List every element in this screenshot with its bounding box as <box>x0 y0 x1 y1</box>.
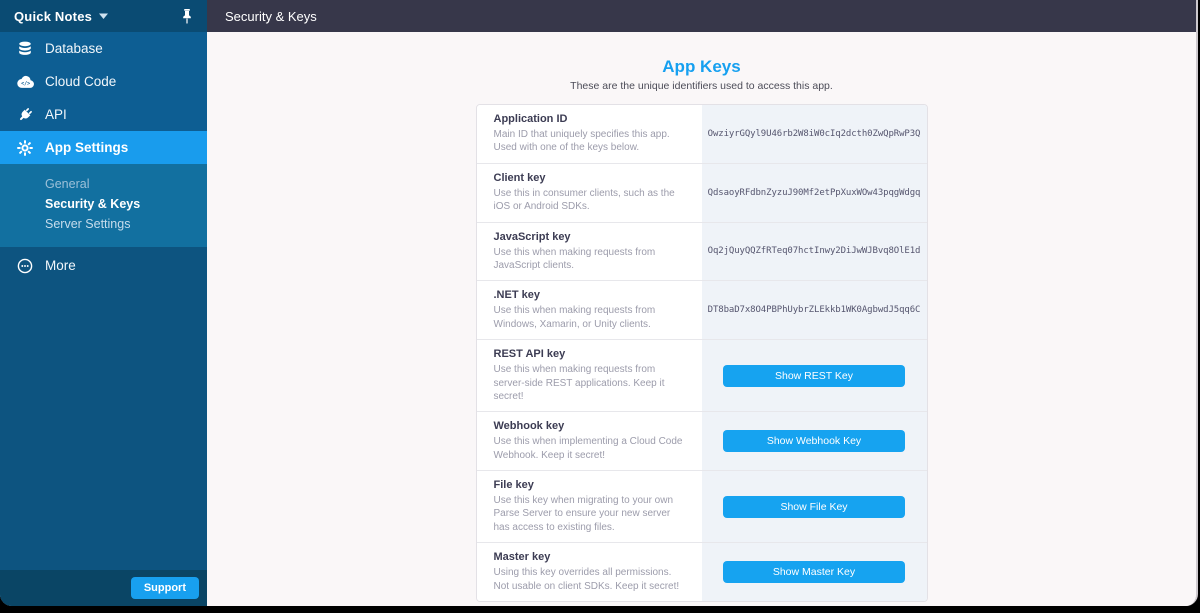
sidebar-nav: Database </> Cloud Code <box>0 32 207 164</box>
subnav-item-general[interactable]: General <box>45 177 90 191</box>
key-description: Use this when implementing a Cloud Code … <box>493 436 683 461</box>
pin-icon[interactable] <box>181 8 193 24</box>
show-master-key-button[interactable]: Show Master Key <box>723 561 905 584</box>
sidebar-item-label: App Settings <box>45 140 129 155</box>
key-row-javascript-key: JavaScript key Use this when making requ… <box>476 221 927 281</box>
sidebar-item-label: Database <box>45 41 103 56</box>
app-settings-subnav: General Security & Keys Server Settings <box>0 164 207 247</box>
main-content: App Keys These are the unique identifier… <box>207 32 1196 606</box>
key-row-dotnet-key: .NET key Use this when making requests f… <box>476 280 927 340</box>
sidebar-item-label: Cloud Code <box>45 74 117 89</box>
key-description: Using this key overrides all permissions… <box>493 567 680 592</box>
key-value: DT8baD7x8O4PBPhUybrZLEkkb1WK0AgbwdJ5qq6C <box>707 305 921 316</box>
sidebar-item-label: More <box>45 258 76 273</box>
subnav-item-security-keys[interactable]: Security & Keys <box>45 197 141 211</box>
key-value: QdsaoyRFdbnZyzuJ90Mf2etPpXuxWOw43pqgWdgq <box>707 187 921 198</box>
svg-text:</>: </> <box>21 81 30 87</box>
key-title: File key <box>493 479 534 492</box>
sidebar-item-database[interactable]: Database <box>0 32 207 65</box>
key-description: Use this in consumer clients, such as th… <box>493 187 675 213</box>
app-keys-card: Application ID Main ID that uniquely spe… <box>475 104 928 603</box>
show-rest-key-button[interactable]: Show REST Key <box>723 364 905 387</box>
key-row-master-key: Master key Using this key overrides all … <box>476 542 927 602</box>
more-icon <box>14 258 36 274</box>
key-title: JavaScript key <box>493 230 571 243</box>
sidebar-item-cloud-code[interactable]: </> Cloud Code <box>0 65 207 98</box>
topbar: Security & Keys <box>207 0 1196 32</box>
key-title: REST API key <box>493 348 566 361</box>
app-selector[interactable]: Quick Notes <box>0 0 207 32</box>
key-row-application-id: Application ID Main ID that uniquely spe… <box>476 105 927 163</box>
key-value: OwziyrGQyl9U46rb2W8iW0cIq2dcth0ZwQpRwP3Q <box>707 128 921 139</box>
key-title: Client key <box>493 171 546 184</box>
sidebar-item-more[interactable]: More <box>0 247 207 284</box>
key-title: .NET key <box>493 289 540 302</box>
caret-down-icon <box>99 13 109 19</box>
show-file-key-button[interactable]: Show File Key <box>723 495 905 518</box>
subnav-item-server-settings[interactable]: Server Settings <box>45 217 131 231</box>
app-selector-label: Quick Notes <box>14 8 93 24</box>
key-description: Use this when making requests from Windo… <box>493 305 656 330</box>
key-description: Use this when making requests from serve… <box>493 364 665 402</box>
key-row-webhook-key: Webhook key Use this when implementing a… <box>476 411 927 471</box>
key-title: Master key <box>493 551 551 564</box>
sidebar-item-app-settings[interactable]: App Settings <box>0 131 207 164</box>
key-row-file-key: File key Use this key when migrating to … <box>476 470 927 543</box>
api-icon <box>14 107 36 123</box>
show-webhook-key-button[interactable]: Show Webhook Key <box>723 430 905 453</box>
key-description: Use this key when migrating to your own … <box>493 495 674 533</box>
page-title: App Keys <box>662 57 741 76</box>
key-title: Application ID <box>493 113 568 125</box>
page-subtitle: These are the unique identifiers used to… <box>570 80 833 92</box>
support-button[interactable]: Support <box>130 577 199 599</box>
gear-icon <box>14 139 36 156</box>
sidebar-footer: Support <box>0 570 207 606</box>
key-value: Oq2jQuyQQZfRTeq07hctInwy2DiJwWJBvq8OlE1d <box>707 246 921 257</box>
key-title: Webhook key <box>493 420 565 433</box>
sidebar-more-area: More <box>0 247 207 570</box>
key-description: Main ID that uniquely specifies this app… <box>493 129 670 154</box>
sidebar-item-api[interactable]: API <box>0 98 207 131</box>
key-row-rest-api-key: REST API key Use this when making reques… <box>476 339 927 412</box>
key-description: Use this when making requests from JavaS… <box>493 246 656 271</box>
page-breadcrumb-title: Security & Keys <box>225 8 317 24</box>
key-row-client-key: Client key Use this in consumer clients,… <box>476 162 927 222</box>
sidebar-item-label: API <box>45 107 67 122</box>
sidebar: Quick Notes <box>0 0 207 606</box>
cloud-code-icon: </> <box>14 75 36 88</box>
database-icon <box>14 41 36 57</box>
